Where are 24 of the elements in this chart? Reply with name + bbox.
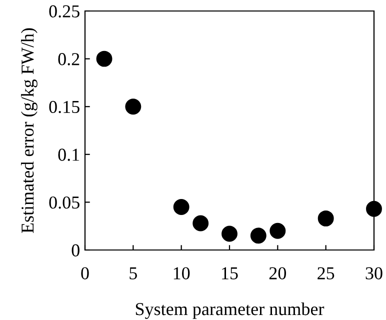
point (318, 210, 334, 226)
point (222, 226, 238, 242)
y-tick-label: 0 (72, 244, 80, 256)
y-tick-label: 0.2 (58, 53, 80, 66)
point (96, 50, 112, 67)
point (366, 200, 382, 217)
y-tick-label: 0.25 (49, 5, 80, 18)
point (250, 228, 266, 244)
x-tick-label: 15 (222, 267, 238, 280)
x-tick-label: 5 (130, 267, 137, 280)
point (125, 98, 142, 115)
y-tick-label: 0.05 (49, 196, 80, 209)
y-axis-title: Estimated error (g/kg FW/h) (21, 28, 38, 234)
x-tick-label: 20 (269, 267, 286, 280)
y-tick-label: 0.1 (58, 148, 80, 161)
x-tick-label: 30 (366, 267, 382, 280)
y-tick-label: 0.15 (49, 100, 80, 114)
x-axis-title: System parameter number (136, 302, 324, 319)
point (192, 215, 209, 232)
x-tick-label: 25 (318, 267, 334, 280)
point (270, 222, 286, 239)
x-tick-label: 0 (81, 267, 89, 280)
point (173, 199, 190, 215)
x-tick-label: 10 (174, 267, 190, 280)
